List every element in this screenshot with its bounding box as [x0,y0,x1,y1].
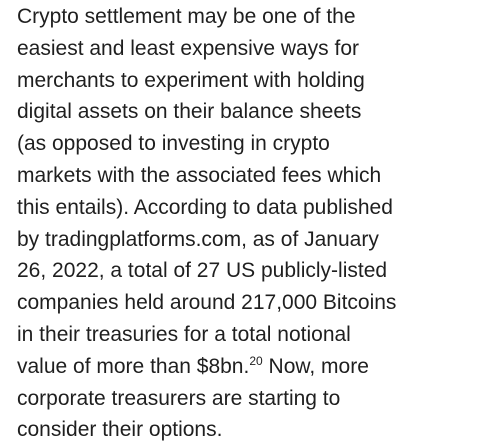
text-line: this entails). According to data publish… [17,195,393,219]
text-line: 26, 2022, a total of 27 US publicly-list… [17,259,388,283]
text-line: companies held around 217,000 Bitcoins [17,291,397,315]
text-line: value of more than $8bn.20 Now, more [17,351,485,383]
text-segment: value of more than $8bn. [17,354,250,378]
footnote-ref: 20 [249,353,263,368]
text-line: markets with the associated fees which [17,163,382,187]
text-line: digital assets on their balance sheets [17,100,362,124]
text-line: in their treasuries for a total notional [17,322,351,346]
text-line: (as opposed to investing in crypto [17,132,330,156]
text-line: Crypto settlement may be one of the [17,5,356,28]
paragraph: Crypto settlement may be one of the easie… [17,1,485,446]
text-line: consider their options. [17,418,223,442]
text-line: easiest and least expensive ways for [17,36,360,60]
text-line: corporate treasurers are starting to [17,386,341,410]
text-line: merchants to experiment with holding [17,68,365,92]
text-segment: Now, more [262,354,369,378]
text-line: by tradingplatforms.com, as of January [17,227,379,251]
